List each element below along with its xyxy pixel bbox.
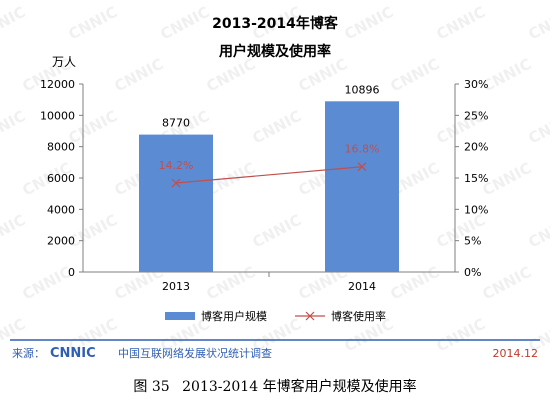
watermark-text: CNNIC	[479, 263, 534, 304]
watermark-text: CNNIC	[111, 55, 166, 96]
watermark-text: CNNIC	[525, 211, 550, 252]
source-label: 来源：	[12, 346, 45, 360]
cnnic-logo: CNNIC	[50, 346, 96, 361]
legend-bar-swatch	[165, 312, 195, 320]
watermark-text: CNNIC	[0, 3, 28, 44]
right-axis-tick-label: 5%	[464, 235, 481, 248]
bar-value-label: 10896	[345, 83, 380, 96]
left-axis-tick-label: 10000	[40, 109, 75, 122]
watermark-text: CNNIC	[433, 315, 488, 356]
right-axis-tick-label: 30%	[464, 78, 488, 91]
watermark-text: CNNIC	[0, 211, 28, 252]
source-footer: 来源： CNNIC 中国互联网络发展状况统计调查 2014.12	[10, 339, 540, 361]
watermark-text: CNNIC	[19, 263, 74, 304]
legend-bar-label: 博客用户规模	[201, 309, 267, 323]
left-axis-tick-label: 4000	[47, 203, 75, 216]
figure-caption-text: 2013-2014 年博客用户规模及使用率	[182, 379, 417, 395]
rate-value-label: 14.2%	[159, 159, 194, 172]
x-axis-tick-label: 2013	[162, 280, 190, 293]
figure-caption: 图 35 2013-2014 年博客用户规模及使用率	[0, 376, 550, 396]
right-axis-tick-label: 15%	[464, 172, 488, 185]
chart-title-line-1: 2013-2014年博客	[212, 15, 339, 32]
watermark-text: CNNIC	[65, 3, 120, 44]
right-axis-tick-label: 25%	[464, 109, 488, 122]
right-axis-tick-label: 10%	[464, 203, 488, 216]
bar-value-label: 8770	[162, 117, 190, 130]
left-axis-unit: 万人	[52, 55, 76, 69]
watermark-text: CNNIC	[341, 3, 396, 44]
left-axis-tick-label: 2000	[47, 235, 75, 248]
combo-chart: CNNIC CNNIC CNNIC CNNIC CNNIC CNNIC CNNIC CNNIC…	[0, 3, 550, 361]
rate-line	[175, 166, 363, 184]
left-axis-tick-label: 6000	[47, 172, 75, 185]
watermark-text: CNNIC	[249, 107, 304, 148]
left-axis-tick-label: 12000	[40, 78, 75, 91]
bar	[325, 101, 399, 273]
right-axis-tick-label: 0%	[464, 266, 481, 279]
bar	[139, 134, 213, 272]
source-date: 2014.12	[493, 347, 539, 360]
watermark-text: CNNIC	[433, 3, 488, 44]
line-series: 14.2% 16.8%	[159, 143, 380, 188]
legend-line-marker	[305, 311, 315, 321]
legend-line-label: 博客使用率	[331, 309, 386, 323]
watermark-text: CNNIC	[525, 107, 550, 148]
watermark-text: CNNIC	[0, 107, 28, 148]
x-axis-tick-label: 2014	[348, 280, 376, 293]
watermark-text: CNNIC	[295, 55, 350, 96]
source-org: 中国互联网络发展状况统计调查	[118, 346, 272, 360]
watermark-text: CNNIC	[387, 55, 442, 96]
watermark-text: CNNIC	[249, 211, 304, 252]
rate-marker	[357, 162, 367, 172]
chart-title-line-2: 用户规模及使用率	[219, 43, 331, 60]
bar-series: 8770 10896	[139, 83, 399, 273]
figure-number: 图 35	[133, 379, 170, 395]
left-axis-tick-label: 8000	[47, 141, 75, 154]
left-axis-tick-label: 0	[68, 266, 75, 279]
watermark-text: CNNIC	[203, 55, 258, 96]
rate-marker	[171, 178, 181, 188]
rate-value-label: 16.8%	[345, 143, 380, 156]
legend: 博客用户规模 博客使用率	[165, 309, 386, 323]
right-axis-tick-label: 20%	[464, 141, 488, 154]
watermark-text: CNNIC	[157, 3, 212, 44]
watermark-text: CNNIC	[525, 3, 550, 44]
